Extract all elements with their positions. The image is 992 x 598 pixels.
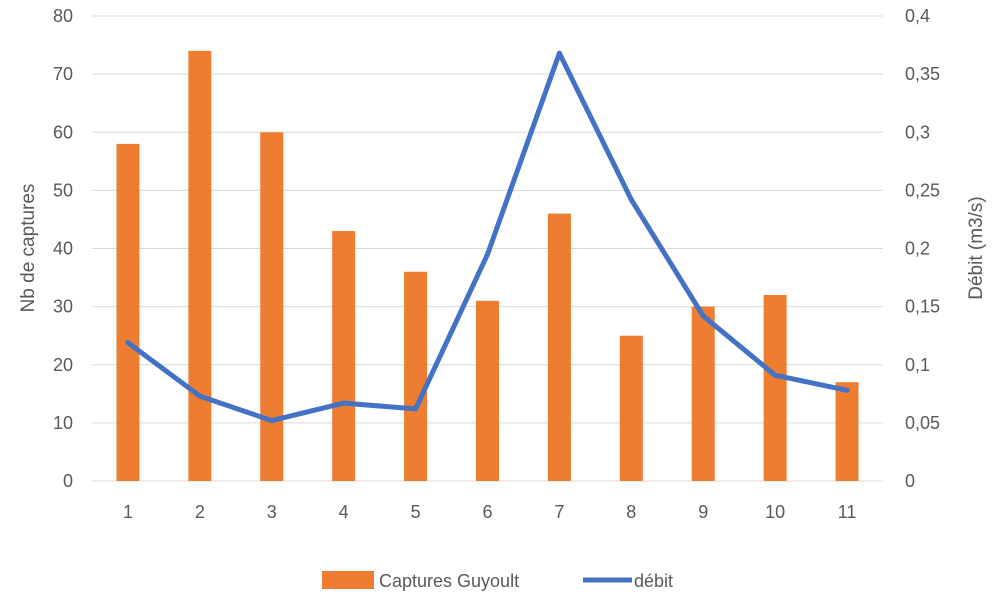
debit-point-9 (700, 313, 706, 319)
right-tick-label: 0,3 (905, 122, 930, 142)
bar-captures-7 (547, 213, 571, 481)
legend-label-debit: débit (634, 571, 673, 591)
left-tick-label: 40 (53, 239, 73, 259)
bar-captures-1 (116, 143, 140, 481)
right-tick-label: 0,1 (905, 355, 930, 375)
debit-point-7 (556, 50, 562, 56)
debit-point-1 (125, 340, 131, 346)
debit-point-2 (197, 393, 203, 399)
bar-captures-3 (260, 132, 284, 481)
right-tick-label: 0,2 (905, 239, 930, 259)
right-tick-label: 0,15 (905, 297, 940, 317)
left-tick-label: 10 (53, 413, 73, 433)
left-axis-ticks: 0 10 20 30 40 50 60 70 80 (53, 6, 73, 491)
right-tick-label: 0,4 (905, 6, 930, 26)
right-tick-label: 0,35 (905, 64, 940, 84)
x-tick-label: 7 (554, 502, 564, 522)
right-tick-label: 0,25 (905, 180, 940, 200)
right-axis-title: Débit (m3/s) (966, 196, 987, 299)
x-tick-label: 9 (698, 502, 708, 522)
legend: Captures Guyoult débit (322, 571, 673, 591)
left-tick-label: 20 (53, 355, 73, 375)
left-tick-label: 60 (53, 122, 73, 142)
debit-point-3 (269, 418, 275, 424)
bar-captures-11 (835, 382, 859, 481)
left-tick-label: 70 (53, 64, 73, 84)
bar-captures-8 (619, 335, 643, 481)
debit-point-5 (413, 406, 419, 412)
x-tick-label: 4 (339, 502, 349, 522)
debit-point-11 (844, 387, 850, 393)
x-tick-label: 5 (411, 502, 421, 522)
line-series-debit (125, 50, 850, 424)
x-tick-label: 3 (267, 502, 277, 522)
right-tick-label: 0,05 (905, 413, 940, 433)
bar-captures-10 (763, 295, 787, 481)
left-tick-label: 80 (53, 6, 73, 26)
left-axis-title: Nb de captures (18, 184, 39, 313)
left-tick-label: 30 (53, 297, 73, 317)
left-tick-label: 0 (63, 471, 73, 491)
x-tick-label: 10 (765, 502, 785, 522)
x-tick-label: 8 (626, 502, 636, 522)
debit-point-8 (628, 197, 634, 203)
x-tick-label: 1 (123, 502, 133, 522)
bar-series-captures (116, 50, 859, 481)
right-axis-ticks: 0 0,05 0,1 0,15 0,2 0,25 0,3 0,35 0,4 (905, 6, 940, 491)
bar-captures-6 (476, 300, 499, 481)
left-tick-label: 50 (53, 180, 73, 200)
bar-captures-9 (691, 306, 715, 481)
x-tick-label: 11 (838, 502, 857, 522)
debit-point-10 (772, 372, 778, 378)
legend-swatch-captures (322, 571, 374, 589)
debit-point-6 (485, 251, 490, 257)
x-axis-ticks: 1 2 3 4 5 6 7 8 9 10 11 (123, 502, 856, 522)
bar-captures-5 (404, 271, 428, 481)
right-tick-label: 0 (905, 471, 915, 491)
bar-captures-2 (188, 50, 212, 481)
x-tick-label: 2 (195, 502, 205, 522)
x-tick-label: 6 (482, 502, 492, 522)
bar-captures-4 (332, 231, 356, 481)
debit-point-4 (341, 400, 347, 406)
legend-label-captures: Captures Guyoult (379, 571, 519, 591)
